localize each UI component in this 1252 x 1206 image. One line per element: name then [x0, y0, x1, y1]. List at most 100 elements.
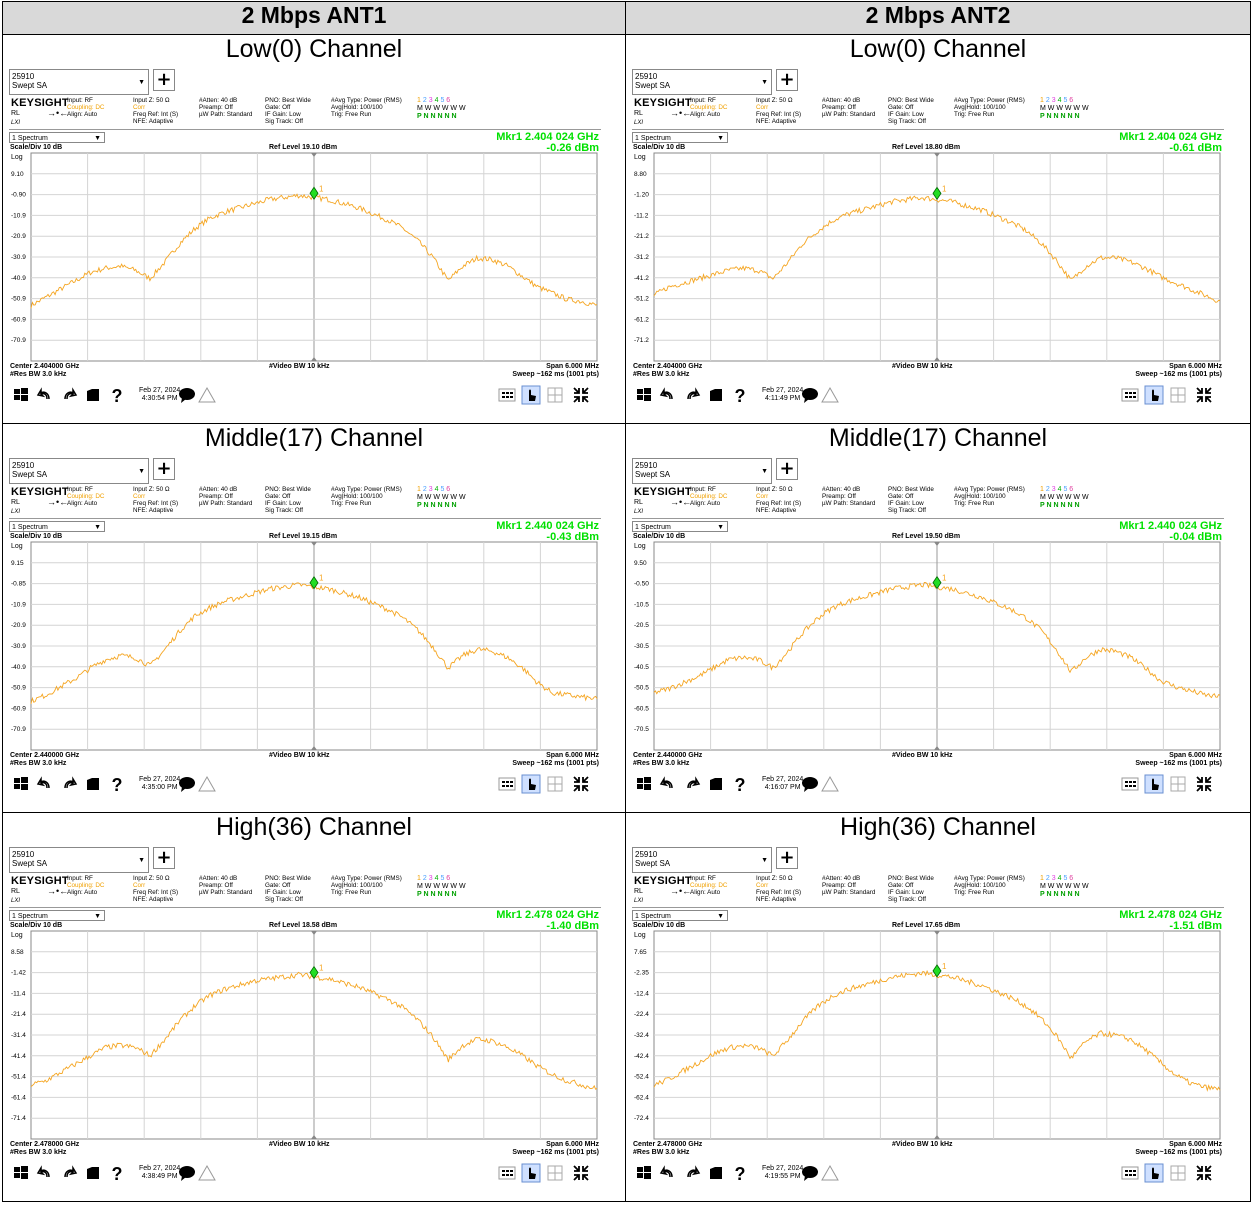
- y-tick-label: -51.4: [11, 1074, 26, 1081]
- dropdown-arrow-icon: ▼: [94, 524, 101, 531]
- add-screen-button[interactable]: +: [153, 458, 175, 480]
- file-icon[interactable]: [83, 385, 103, 405]
- keypad-icon[interactable]: [497, 385, 517, 405]
- windows-start-icon[interactable]: [634, 1163, 654, 1183]
- chat-icon[interactable]: [177, 774, 197, 794]
- mode-selector[interactable]: 25910 Swept SA ▼: [9, 458, 149, 484]
- touch-icon[interactable]: [1144, 1163, 1164, 1183]
- add-screen-button[interactable]: +: [776, 69, 798, 91]
- redo-icon[interactable]: [59, 385, 79, 405]
- marker-diamond-icon[interactable]: [309, 186, 319, 200]
- marker-diamond-icon[interactable]: [932, 186, 942, 201]
- windows-start-icon[interactable]: [11, 1163, 31, 1183]
- warning-icon[interactable]: [820, 385, 840, 405]
- window-grid-icon[interactable]: [545, 774, 565, 794]
- help-icon[interactable]: ?: [107, 385, 127, 405]
- spectrum-selector[interactable]: 1 Spectrum ▼: [632, 132, 728, 143]
- analyzer-header: 25910 Swept SA ▼ + KEYSIGHT RL →•← LXI I…: [632, 845, 1224, 908]
- warning-icon[interactable]: [820, 774, 840, 794]
- spectrum-selector[interactable]: 1 Spectrum ▼: [632, 910, 728, 921]
- redo-icon[interactable]: [59, 1163, 79, 1183]
- marker-diamond-icon[interactable]: [309, 576, 319, 590]
- input-settings: Input: RF Coupling: DC Align: Auto: [690, 875, 728, 896]
- file-icon[interactable]: [706, 1163, 726, 1183]
- mode-selector[interactable]: 25910 Swept SA ▼: [632, 69, 772, 95]
- marker-diamond-icon[interactable]: [932, 964, 942, 978]
- marker-diamond-icon[interactable]: [309, 965, 319, 980]
- help-icon[interactable]: ?: [730, 385, 750, 405]
- mode-selector[interactable]: 25910 Swept SA ▼: [632, 458, 772, 484]
- window-grid-icon[interactable]: [545, 1163, 565, 1183]
- mode-selector[interactable]: 25910 Swept SA ▼: [632, 847, 772, 873]
- window-grid-icon[interactable]: [1168, 774, 1188, 794]
- redo-icon[interactable]: [682, 385, 702, 405]
- chat-icon[interactable]: [177, 385, 197, 405]
- fullscreen-icon[interactable]: [571, 1163, 591, 1183]
- help-icon[interactable]: ?: [107, 774, 127, 794]
- warning-icon[interactable]: [197, 1163, 217, 1183]
- ref-level: Ref Level 19.10 dBm: [269, 144, 338, 151]
- undo-icon[interactable]: [35, 774, 55, 794]
- warning-icon[interactable]: [197, 385, 217, 405]
- undo-icon[interactable]: [658, 1163, 678, 1183]
- redo-icon[interactable]: [682, 774, 702, 794]
- chat-icon[interactable]: [800, 385, 820, 405]
- touch-icon[interactable]: [1144, 774, 1164, 794]
- spectrum-selector[interactable]: 1 Spectrum ▼: [9, 132, 105, 143]
- help-icon[interactable]: ?: [107, 1163, 127, 1183]
- keypad-icon[interactable]: [1120, 774, 1140, 794]
- undo-icon[interactable]: [35, 1163, 55, 1183]
- y-tick-label: -20.9: [11, 622, 26, 629]
- window-grid-icon[interactable]: [545, 385, 565, 405]
- windows-start-icon[interactable]: [634, 774, 654, 794]
- marker-frequency: Mkr1 2.440 024 GHz: [496, 520, 599, 532]
- keypad-icon[interactable]: [497, 774, 517, 794]
- undo-icon[interactable]: [658, 774, 678, 794]
- mode-selector[interactable]: 25910 Swept SA ▼: [9, 847, 149, 873]
- mode-selector[interactable]: 25910 Swept SA ▼: [9, 69, 149, 95]
- cell-high-ant2: High(36) Channel 25910 Swept SA ▼ + KEYS…: [625, 812, 1251, 1202]
- touch-icon[interactable]: [1144, 385, 1164, 405]
- undo-icon[interactable]: [658, 385, 678, 405]
- windows-start-icon[interactable]: [11, 774, 31, 794]
- touch-icon[interactable]: [521, 774, 541, 794]
- spectrum-selector[interactable]: 1 Spectrum ▼: [9, 521, 105, 532]
- fullscreen-icon[interactable]: [1194, 385, 1214, 405]
- add-screen-button[interactable]: +: [776, 847, 798, 869]
- spectrum-selector[interactable]: 1 Spectrum ▼: [632, 521, 728, 532]
- datetime: Feb 27, 2024 4:38:49 PM: [139, 1165, 180, 1181]
- file-icon[interactable]: [706, 385, 726, 405]
- add-screen-button[interactable]: +: [776, 458, 798, 480]
- help-icon[interactable]: ?: [730, 774, 750, 794]
- rl-label: RL: [634, 888, 643, 895]
- fullscreen-icon[interactable]: [1194, 774, 1214, 794]
- chat-icon[interactable]: [177, 1163, 197, 1183]
- keypad-icon[interactable]: [1120, 1163, 1140, 1183]
- warning-icon[interactable]: [820, 1163, 840, 1183]
- window-grid-icon[interactable]: [1168, 385, 1188, 405]
- file-icon[interactable]: [83, 1163, 103, 1183]
- windows-start-icon[interactable]: [11, 385, 31, 405]
- keypad-icon[interactable]: [497, 1163, 517, 1183]
- redo-icon[interactable]: [682, 1163, 702, 1183]
- touch-icon[interactable]: [521, 385, 541, 405]
- fullscreen-icon[interactable]: [1194, 1163, 1214, 1183]
- fullscreen-icon[interactable]: [571, 385, 591, 405]
- windows-start-icon[interactable]: [634, 385, 654, 405]
- redo-icon[interactable]: [59, 774, 79, 794]
- chat-icon[interactable]: [800, 774, 820, 794]
- file-icon[interactable]: [83, 774, 103, 794]
- spectrum-selector[interactable]: 1 Spectrum ▼: [9, 910, 105, 921]
- help-icon[interactable]: ?: [730, 1163, 750, 1183]
- chat-icon[interactable]: [800, 1163, 820, 1183]
- warning-icon[interactable]: [197, 774, 217, 794]
- marker-diamond-icon[interactable]: [932, 575, 942, 590]
- file-icon[interactable]: [706, 774, 726, 794]
- keypad-icon[interactable]: [1120, 385, 1140, 405]
- add-screen-button[interactable]: +: [153, 69, 175, 91]
- window-grid-icon[interactable]: [1168, 1163, 1188, 1183]
- fullscreen-icon[interactable]: [571, 774, 591, 794]
- add-screen-button[interactable]: +: [153, 847, 175, 869]
- touch-icon[interactable]: [521, 1163, 541, 1183]
- undo-icon[interactable]: [35, 385, 55, 405]
